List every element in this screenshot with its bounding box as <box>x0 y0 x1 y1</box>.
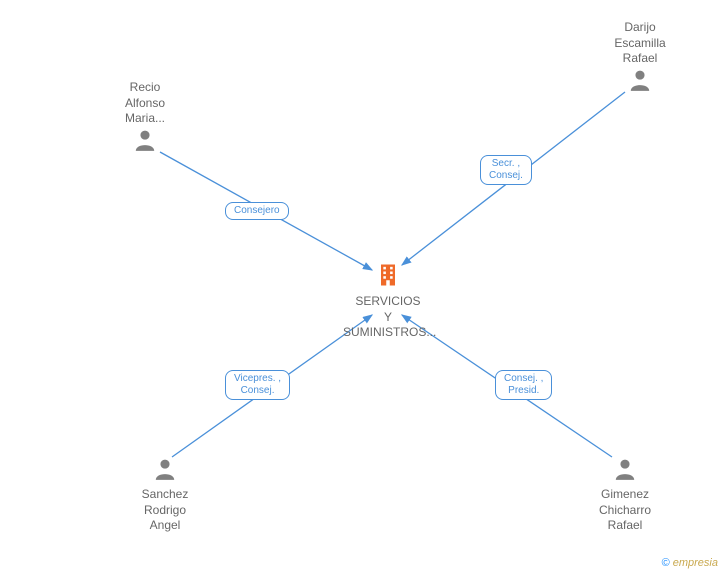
building-icon <box>374 261 402 294</box>
person-icon <box>132 127 158 158</box>
person-icon <box>152 456 178 487</box>
edge-label: Vicepres. , Consej. <box>225 370 290 400</box>
person-node-darijo[interactable]: Darijo Escamilla Rafael <box>600 20 680 98</box>
diagram-canvas: SERVICIOS Y SUMINISTROS... Recio Alfonso… <box>0 0 728 575</box>
person-node-recio[interactable]: Recio Alfonso Maria... <box>105 80 185 158</box>
person-label: Recio Alfonso Maria... <box>105 80 185 127</box>
copyright-brand: empresia <box>673 557 718 569</box>
copyright-symbol: © <box>662 557 670 569</box>
edge-label: Secr. , Consej. <box>480 155 532 185</box>
person-node-sanchez[interactable]: Sanchez Rodrigo Angel <box>125 456 205 534</box>
person-label: Sanchez Rodrigo Angel <box>125 487 205 534</box>
person-icon <box>627 67 653 98</box>
person-node-gimenez[interactable]: Gimenez Chicharro Rafael <box>585 456 665 534</box>
edge-label: Consej. , Presid. <box>495 370 552 400</box>
person-label: Darijo Escamilla Rafael <box>600 20 680 67</box>
center-node[interactable]: SERVICIOS Y SUMINISTROS... <box>343 261 433 341</box>
copyright: © empresia <box>662 557 718 569</box>
person-label: Gimenez Chicharro Rafael <box>585 487 665 534</box>
edge-label: Consejero <box>225 202 289 220</box>
person-icon <box>612 456 638 487</box>
center-label: SERVICIOS Y SUMINISTROS... <box>343 294 433 341</box>
